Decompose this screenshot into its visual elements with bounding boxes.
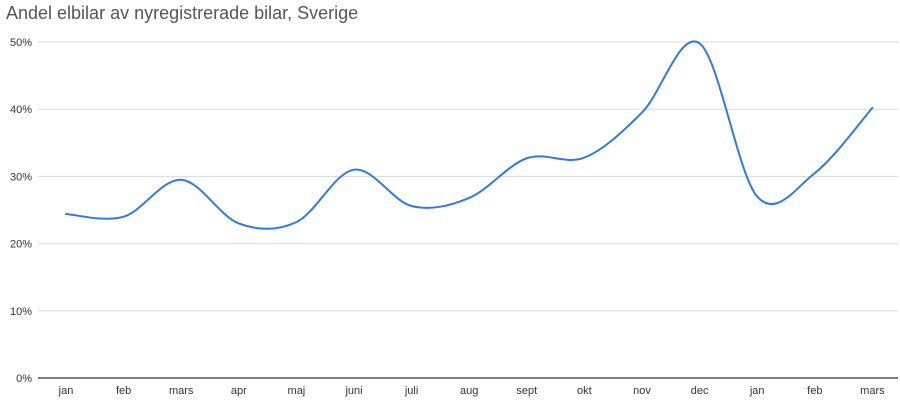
data-point-juli-6 <box>409 203 415 209</box>
data-point-sept-8 <box>524 155 530 161</box>
x-axis-ticks: jan feb mars apr maj juni juli aug sept okt nov dec… <box>58 385 885 397</box>
chart-title: Andel elbilar av nyregistrerade bilar, S… <box>6 3 359 23</box>
x-tick-label: dec <box>691 385 709 397</box>
x-tick-label: juli <box>404 385 418 397</box>
data-point-aug-7 <box>466 195 472 201</box>
data-point-maj-4 <box>293 219 299 225</box>
y-axis-ticks: 0% 10% 20% 30% 40% 50% <box>10 37 32 385</box>
data-point-juni-5 <box>351 167 357 173</box>
data-point-okt-9 <box>581 155 587 161</box>
x-tick-label: juni <box>344 385 362 397</box>
x-tick-label: nov <box>633 385 651 397</box>
data-point-apr-3 <box>236 220 242 226</box>
x-tick-label: mars <box>169 385 194 397</box>
x-tick-label: okt <box>577 385 592 397</box>
y-tick-label: 40% <box>10 104 32 116</box>
series-line <box>65 40 874 230</box>
y-tick-label: 50% <box>10 37 32 49</box>
y-tick-label: 10% <box>10 306 32 318</box>
x-tick-label: maj <box>288 385 306 397</box>
data-point-dec-11 <box>697 40 703 46</box>
y-tick-label: 20% <box>10 239 32 251</box>
y-tick-label: 0% <box>16 373 32 385</box>
x-tick-label: jan <box>749 385 765 397</box>
gridlines <box>38 41 898 379</box>
data-point-feb-13 <box>812 170 818 176</box>
x-tick-label: feb <box>807 385 822 397</box>
data-point-nov-10 <box>639 110 645 116</box>
y-tick-label: 30% <box>10 171 32 183</box>
data-point-mars-14 <box>869 105 875 111</box>
x-tick-label: sept <box>516 385 537 397</box>
x-tick-label: mars <box>860 385 885 397</box>
series-layer <box>63 40 875 230</box>
data-point-jan-12 <box>754 194 760 200</box>
x-tick-label: feb <box>116 385 131 397</box>
data-point-jan-0 <box>63 211 69 217</box>
x-tick-label: aug <box>460 385 478 397</box>
x-tick-label: apr <box>231 385 247 397</box>
data-point-feb-1 <box>121 214 127 220</box>
x-tick-label: jan <box>58 385 74 397</box>
data-point-mars-2 <box>178 177 184 183</box>
